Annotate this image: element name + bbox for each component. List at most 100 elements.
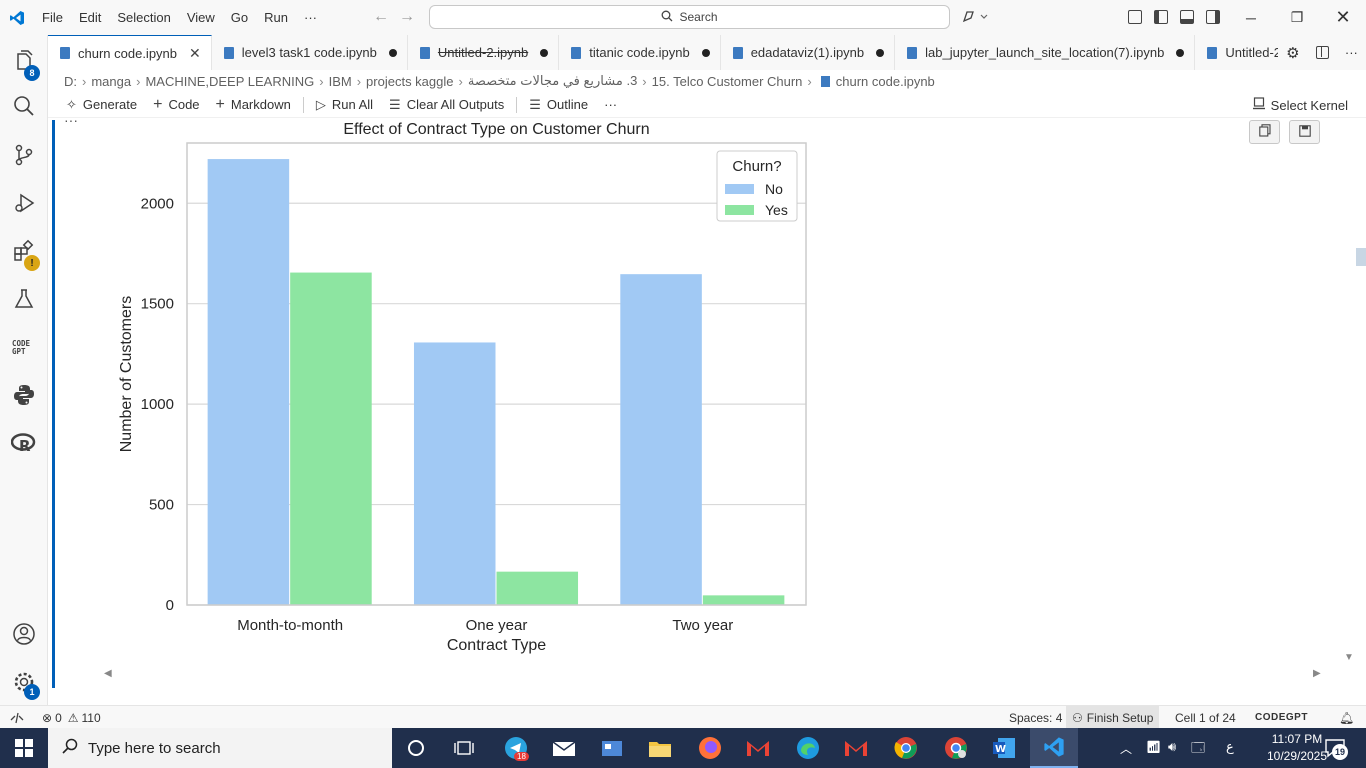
forward-arrow-icon[interactable]: → <box>399 8 415 25</box>
select-kernel-button[interactable]: Select Kernel <box>1245 92 1356 118</box>
task-view-icon[interactable] <box>440 728 488 768</box>
source-control-icon[interactable] <box>0 135 48 175</box>
breadcrumb-item[interactable]: 3. مشاريع في مجالات متخصصة <box>467 73 638 88</box>
add-markdown-cell-button[interactable]: + Markdown <box>208 93 299 117</box>
editor-tab[interactable]: Untitled-2 <box>1195 35 1293 70</box>
toggle-panel-icon[interactable] <box>1180 10 1194 24</box>
extensions-icon[interactable]: ! <box>0 231 48 271</box>
explorer-icon[interactable]: 8 <box>0 41 48 81</box>
breadcrumb-item[interactable]: MACHINE,DEEP LEARNING <box>145 73 315 89</box>
run-all-button[interactable]: ▷ Run All <box>308 93 381 117</box>
menu-more-button[interactable]: ··· <box>304 10 317 25</box>
unsaved-dot-icon[interactable] <box>388 48 397 57</box>
generate-button[interactable]: ✧ Generate <box>58 93 145 117</box>
windows-start-icon[interactable] <box>0 728 48 768</box>
clear-all-outputs-button[interactable]: ☰ Clear All Outputs <box>381 93 512 117</box>
editor-tab[interactable]: edadataviz(1).ipynb <box>720 35 896 70</box>
mail-icon[interactable] <box>540 728 588 768</box>
menu-file[interactable]: File <box>42 10 63 25</box>
cell-more-button[interactable]: ··· <box>64 112 78 128</box>
gmail-app-icon[interactable] <box>832 728 880 768</box>
toolbar-more-button[interactable]: ··· <box>604 97 618 112</box>
breadcrumb-item[interactable]: D: <box>64 73 77 89</box>
network-icon[interactable]: 📶︎ <box>1146 740 1162 754</box>
breadcrumb-item[interactable]: churn code.ipynb <box>835 73 935 89</box>
editor-tab[interactable]: churn code.ipynb ✕ <box>48 35 212 70</box>
scroll-right-arrow-icon[interactable]: ▶ <box>1313 668 1321 679</box>
file-explorer-icon[interactable] <box>636 728 684 768</box>
edge-icon[interactable] <box>784 728 832 768</box>
accounts-icon[interactable] <box>0 614 48 654</box>
add-code-cell-button[interactable]: + Code <box>145 93 207 117</box>
menu-run[interactable]: Run <box>264 10 288 25</box>
r-language-icon[interactable]: R <box>0 423 48 463</box>
save-output-button[interactable] <box>1289 120 1320 144</box>
breadcrumb-item[interactable]: manga <box>91 73 132 89</box>
python-icon[interactable] <box>0 375 48 415</box>
vertical-scrollbar-thumb[interactable] <box>1356 248 1366 266</box>
chrome-icon[interactable] <box>882 728 930 768</box>
volume-icon[interactable]: 🔊︎ <box>1168 739 1177 754</box>
copilot-icon[interactable] <box>962 9 988 28</box>
finish-setup-button[interactable]: ⚇ Finish Setup <box>1066 706 1160 729</box>
notebook-settings-gear-icon[interactable]: ⚙ <box>1286 44 1300 62</box>
firefox-icon[interactable] <box>686 728 734 768</box>
cortana-icon[interactable] <box>392 728 440 768</box>
codegpt-icon[interactable]: CODE GPT <box>0 327 48 367</box>
search-activity-icon[interactable] <box>0 86 48 126</box>
gmail-icon[interactable] <box>734 728 782 768</box>
problems-indicator[interactable]: ⊗ 0 ⚠ 110 <box>36 706 107 729</box>
remote-icon[interactable] <box>4 706 30 729</box>
editor-tab[interactable]: level3 task1 code.ipynb <box>211 35 408 70</box>
clock-date: 10/29/2025 <box>1266 749 1328 763</box>
word-icon[interactable]: W <box>980 728 1028 768</box>
unsaved-dot-icon[interactable] <box>1176 48 1185 57</box>
chrome-profile-icon[interactable] <box>932 728 980 768</box>
taskbar-search-box[interactable]: Type here to search <box>48 728 392 768</box>
scroll-left-arrow-icon[interactable]: ◀ <box>104 668 112 679</box>
settings-gear-icon[interactable]: 1 <box>0 662 48 702</box>
scroll-down-arrow-icon[interactable]: ▼ <box>1344 652 1354 663</box>
unsaved-dot-icon[interactable] <box>701 48 710 57</box>
unsaved-dot-icon[interactable] <box>876 48 885 57</box>
news-widget-icon[interactable] <box>588 728 636 768</box>
menu-selection[interactable]: Selection <box>117 10 171 25</box>
codegpt-status[interactable]: CODEGPT <box>1255 712 1308 723</box>
indentation-indicator[interactable]: Spaces: 4 <box>1009 710 1063 725</box>
testing-flask-icon[interactable] <box>0 279 48 319</box>
split-editor-icon[interactable] <box>1315 46 1329 59</box>
telegram-icon[interactable]: 18 <box>492 728 540 768</box>
menu-go[interactable]: Go <box>230 10 249 25</box>
run-debug-icon[interactable] <box>0 183 48 223</box>
notifications-bell-icon[interactable]: 🔔︎ <box>1339 710 1355 725</box>
vscode-taskbar-icon[interactable] <box>1030 728 1078 768</box>
copy-icon <box>1258 124 1271 140</box>
editor-tab[interactable]: Untitled-2.ipynb <box>407 35 560 70</box>
close-tab-icon[interactable]: ✕ <box>189 44 201 61</box>
minimize-icon[interactable]: ─ <box>1246 9 1256 26</box>
outline-button[interactable]: ☰ Outline <box>521 93 596 117</box>
taskbar-clock[interactable]: 11:07 PM 10/29/2025 <box>1262 731 1332 765</box>
input-language-indicator[interactable]: ع <box>1226 739 1234 754</box>
editor-tab[interactable]: lab_jupyter_launch_site_location(7).ipyn… <box>895 35 1196 70</box>
more-actions-icon[interactable]: ··· <box>1344 45 1358 60</box>
editor-tab[interactable]: titanic code.ipynb <box>559 35 721 70</box>
notification-center-icon[interactable]: 19 <box>1324 738 1348 760</box>
customize-layout-icon[interactable] <box>1128 10 1142 24</box>
breadcrumb-item[interactable]: IBM <box>328 73 352 89</box>
cell-position-indicator[interactable]: Cell 1 of 24 <box>1175 710 1236 725</box>
close-window-icon[interactable]: ✕ <box>1335 7 1351 27</box>
menu-edit[interactable]: Edit <box>78 10 102 25</box>
copy-output-button[interactable] <box>1249 120 1280 144</box>
show-hidden-icons-icon[interactable]: ︿ <box>1120 742 1133 756</box>
restore-icon[interactable]: ❐ <box>1290 9 1304 25</box>
menu-view[interactable]: View <box>186 10 215 25</box>
toggle-primary-sidebar-icon[interactable] <box>1154 10 1168 24</box>
back-arrow-icon[interactable]: ← <box>373 8 389 25</box>
toggle-secondary-sidebar-icon[interactable] <box>1206 10 1220 24</box>
command-center-search[interactable]: Search <box>429 5 950 29</box>
breadcrumb-item[interactable]: 15. Telco Customer Churn <box>651 73 803 89</box>
unsaved-dot-icon[interactable] <box>540 48 549 57</box>
breadcrumb-item[interactable]: projects kaggle <box>366 73 454 89</box>
battery-icon[interactable]: 🗔︎ <box>1191 740 1206 755</box>
